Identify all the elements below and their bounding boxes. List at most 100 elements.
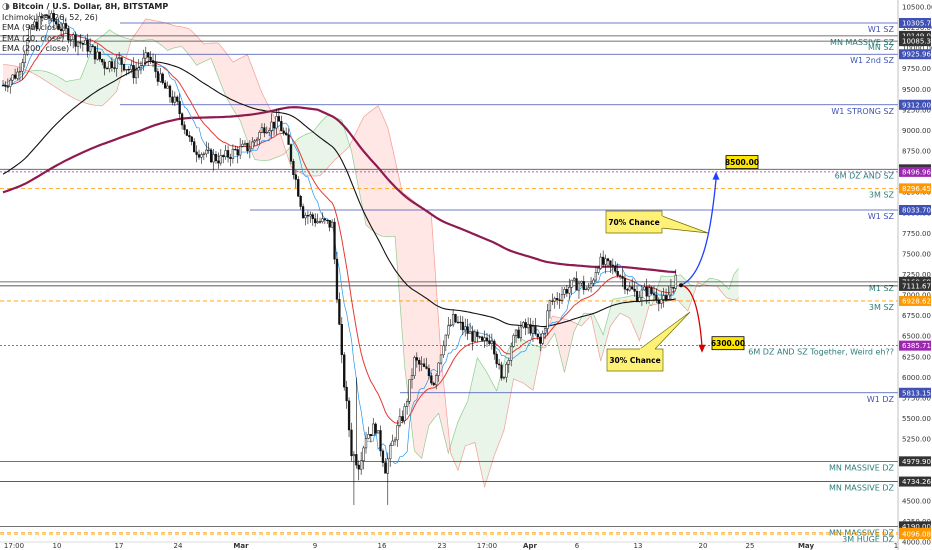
candle-body: [551, 300, 554, 302]
cloud-segment: [535, 345, 538, 379]
zone-label: MN MASSIVE DZ: [829, 484, 895, 493]
candle-body: [268, 130, 271, 133]
time-tick-label: 23: [438, 542, 447, 550]
cloud-segment: [562, 318, 565, 373]
candle-body: [139, 65, 143, 69]
time-axis[interactable]: 17:00 10 17 24 Mar 9 16 23 17:00 Apr 6 13 20 25 May 1: [0, 541, 898, 550]
candle-body: [493, 340, 496, 355]
candle-body: [364, 438, 368, 449]
candle-body: [35, 21, 39, 30]
candle-body: [667, 294, 670, 300]
price-level-badge-label: 10085.34: [902, 38, 932, 46]
candle-body: [572, 278, 576, 281]
legend-ema20[interactable]: EMA (20, close): [2, 33, 65, 43]
legend-ichimoku[interactable]: Ichimoku (9, 26, 52, 26): [2, 12, 98, 22]
candle-body: [594, 272, 598, 281]
legend-ema200[interactable]: EMA (200, close): [2, 44, 70, 53]
candle-body: [616, 271, 619, 276]
target-8500-badge-label: 8500.00: [725, 158, 759, 167]
candle-body: [507, 360, 510, 365]
cloud-segment: [566, 319, 570, 363]
price-tick-label: 9000.00: [902, 127, 931, 135]
price-level-badge-label: 10305.74: [902, 19, 932, 27]
candle-body: [628, 286, 631, 291]
candle-body: [173, 96, 176, 103]
candle-body: [568, 286, 571, 294]
candle-body: [563, 289, 566, 295]
candle-body: [497, 363, 501, 366]
candle-body: [270, 121, 273, 131]
cloud-segment: [312, 128, 316, 176]
price-axis[interactable]: 10500.00 10250.00 10000.00 9750.00 9500.00 92…: [897, 0, 932, 550]
cloud-segment: [247, 54, 250, 148]
cloud-segment: [46, 71, 49, 83]
cloud-segment: [310, 132, 313, 176]
cloud-segment: [443, 380, 446, 443]
time-tick-label: 17:00: [477, 542, 497, 550]
cloud-segment: [627, 296, 630, 319]
cloud-segment: [409, 197, 412, 430]
candle-body: [166, 85, 169, 89]
price-tick-label: 10000.00: [902, 45, 932, 53]
candle-body: [16, 71, 19, 79]
cloud-segment: [465, 401, 468, 446]
zone-label: 3M SZ: [869, 190, 895, 199]
legend-title: ◑ Bitcoin / U.S. Dollar, 8H, BITSTAMP: [2, 2, 168, 13]
cloud-segment: [148, 19, 151, 40]
candle-body: [11, 74, 14, 81]
cloud-segment: [368, 111, 371, 230]
cloud-segment: [530, 343, 533, 391]
price-tick-label: 7000.00: [902, 292, 931, 300]
candle-body: [413, 357, 416, 376]
candle-body: [26, 40, 29, 55]
candle-body: [122, 64, 126, 71]
candle-body: [59, 28, 63, 31]
cloud-segment: [729, 281, 732, 300]
candle-body: [246, 142, 249, 152]
price-tick-label: 7500.00: [902, 250, 931, 258]
cloud-segment: [397, 170, 400, 302]
candle-body: [200, 154, 203, 158]
candle-body: [350, 429, 353, 457]
cloud-segment: [259, 86, 262, 161]
candle-body: [272, 121, 276, 129]
candle-body: [592, 279, 595, 284]
cloud-segment: [375, 105, 379, 235]
candle-body: [9, 79, 12, 87]
candle-body: [514, 329, 518, 336]
cloud-segment: [736, 268, 739, 301]
cloud-segment: [295, 138, 299, 172]
candle-body: [326, 219, 329, 222]
candle-body: [512, 335, 515, 347]
candle-body: [456, 321, 460, 324]
cloud-segment: [523, 339, 526, 385]
price-level-badge: [899, 166, 931, 177]
cloud-segment: [622, 297, 625, 316]
price-level-badge-label: 5813.15: [902, 389, 931, 397]
candle-body: [575, 278, 578, 291]
cloud-segment: [179, 26, 183, 47]
candle-body: [219, 155, 222, 164]
candle-body: [425, 366, 428, 369]
candle-body: [6, 86, 9, 88]
candle-body: [587, 287, 590, 290]
candle-body: [1, 84, 5, 87]
cloud-segment: [269, 107, 272, 161]
legend-ema90[interactable]: EMA (90, close): [2, 23, 65, 32]
candle-body: [96, 51, 99, 60]
candle-body: [263, 127, 266, 134]
price-level-badge: [899, 340, 931, 351]
candle-body: [577, 282, 581, 291]
candle-body: [536, 333, 539, 338]
cloud-segment: [242, 55, 245, 135]
candle-body: [466, 326, 469, 334]
cloud-segment: [90, 47, 93, 105]
candle-body: [471, 331, 474, 342]
price-level-badge-label: 6385.71: [902, 342, 931, 350]
candle-body: [154, 62, 157, 72]
cloud-segment: [554, 316, 558, 344]
cloud-segment: [593, 314, 596, 339]
cloud-segment: [237, 58, 241, 121]
target-6300-badge: [711, 336, 745, 351]
